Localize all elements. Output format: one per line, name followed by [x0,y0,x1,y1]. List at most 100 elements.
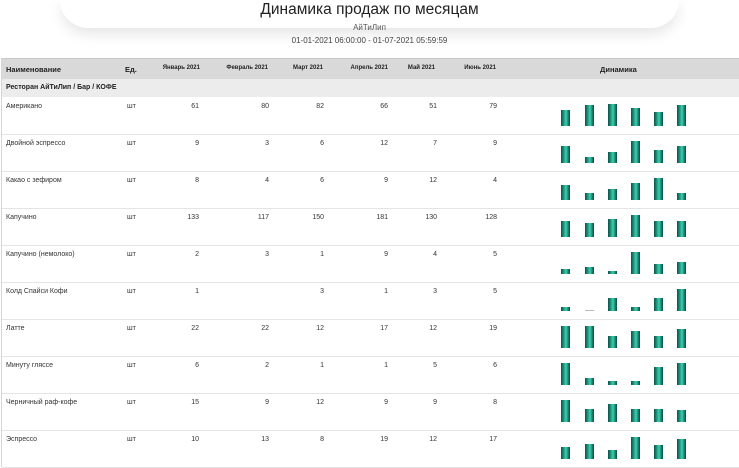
month-value: 5 [433,362,437,369]
month-value: 22 [191,325,199,332]
dynamics-bar [677,262,686,274]
month-value: 9 [384,251,388,258]
month-value: 17 [489,436,497,443]
month-value: 80 [261,103,269,110]
month-value: 8 [320,436,324,443]
product-name: Черничный раф-кофе [6,399,78,406]
dynamics-bar [654,150,663,163]
month-value: 6 [320,177,324,184]
month-value: 2 [265,362,269,369]
dynamics-bar [654,178,663,200]
table-row[interactable]: Эспрессо шт 10 13 8 19 12 17 [2,430,739,468]
column-header-month[interactable]: Февраль 2021 [226,65,268,71]
dynamics-bar [585,267,594,274]
month-value: 3 [265,251,269,258]
table-row[interactable]: Какао с зефиром шт 8 4 6 9 12 4 [2,171,739,209]
product-name: Капучино (немолоко) [6,251,75,258]
product-unit: шт [127,251,136,258]
month-value: 12 [429,436,437,443]
group-label: Ресторан АйТиЛип / Бар / КОФЕ [6,84,117,91]
month-value: 22 [261,325,269,332]
header-card [60,0,679,28]
column-header-month[interactable]: Июнь 2021 [464,65,496,71]
product-unit: шт [127,140,136,147]
month-value: 6 [493,362,497,369]
dynamics-bar [608,404,617,422]
product-unit: шт [127,325,136,332]
dynamics-bar [677,193,686,200]
month-value: 19 [380,436,388,443]
dynamics-bar [561,185,570,200]
dynamics-bar [654,298,663,311]
product-unit: шт [127,436,136,443]
table-row[interactable]: Минуту гляссе шт 6 2 1 1 5 6 [2,356,739,394]
month-value: 1 [320,362,324,369]
dynamics-bar [608,298,617,311]
dynamics-bar [608,381,617,385]
dynamics-bar [585,157,594,163]
table-row[interactable]: Капучино шт 133 117 150 181 130 128 [2,208,739,246]
month-value: 6 [195,362,199,369]
dynamics-bar [561,146,570,163]
dynamics-bar [585,105,594,126]
product-name: Американо [6,103,43,110]
column-header-month[interactable]: Март 2021 [293,65,323,71]
dynamics-bar [585,193,594,200]
column-header-month[interactable]: Апрель 2021 [350,65,388,71]
dynamics-bar [677,146,686,163]
dynamics-bar [585,326,594,348]
month-value: 6 [320,140,324,147]
dynamics-bar [585,409,594,422]
table-row[interactable]: Двойной эспрессо шт 9 3 6 12 7 9 [2,134,739,172]
month-value: 1 [384,288,388,295]
group-row[interactable]: Ресторан АйТиЛип / Бар / КОФЕ [2,79,739,97]
month-value: 3 [433,288,437,295]
column-header-month[interactable]: Январь 2021 [162,65,200,71]
dynamics-bar [585,444,594,459]
product-unit: шт [127,103,136,110]
month-value: 17 [380,325,388,332]
month-value: 15 [191,399,199,406]
organization-name: АйТиЛип [353,23,386,32]
dynamics-bar [677,439,686,459]
dynamics-bar [631,437,640,459]
month-value: 1 [320,251,324,258]
table-row[interactable]: Капучино (немолоко) шт 2 3 1 9 4 5 [2,245,739,283]
month-value: 7 [433,140,437,147]
dynamics-bar [654,336,663,348]
column-header-unit[interactable]: Ед. [125,65,137,74]
dynamics-bar [561,221,570,237]
dynamics-bar [561,447,570,459]
dynamics-bar [677,329,686,348]
month-value: 12 [316,399,324,406]
table-row[interactable]: Черничный раф-кофе шт 15 9 12 9 9 8 [2,393,739,431]
dynamics-bar [585,310,594,311]
dynamics-bar [561,307,570,311]
product-name: Двойной эспрессо [6,140,66,147]
month-value: 4 [265,177,269,184]
product-name: Минуту гляссе [6,362,54,369]
month-value: 10 [191,436,199,443]
dynamics-bar [677,105,686,126]
dynamics-bar [654,445,663,459]
month-value: 3 [265,140,269,147]
dynamics-bar [654,409,663,422]
month-value: 9 [265,399,269,406]
column-header-month[interactable]: Май 2021 [407,65,435,71]
month-value: 150 [312,214,324,221]
month-value: 9 [384,177,388,184]
month-value: 82 [316,103,324,110]
column-header-name[interactable]: Наименование [6,65,62,74]
month-value: 5 [493,288,497,295]
month-value: 12 [380,140,388,147]
month-value: 9 [384,399,388,406]
table-row[interactable]: Колд Спайси Кофи шт 1 3 1 3 5 [2,282,739,320]
month-value: 1 [195,288,199,295]
dynamics-bar [631,331,640,348]
dynamics-bar [654,112,663,126]
dynamics-bar [608,450,617,459]
table-row[interactable]: Латте шт 22 22 12 17 12 19 [2,319,739,357]
table-row[interactable]: Американо шт 61 80 82 66 51 79 [2,97,739,135]
month-value: 79 [489,103,497,110]
month-value: 130 [425,214,437,221]
